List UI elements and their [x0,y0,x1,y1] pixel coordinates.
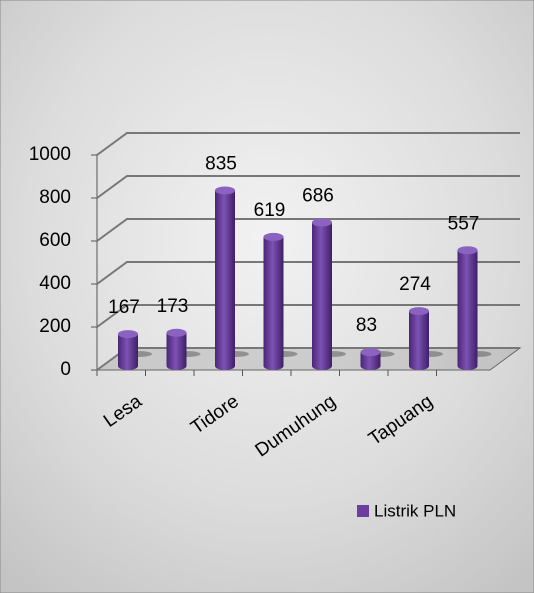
grid-line [96,261,520,285]
grid-line [96,304,520,328]
grid-line [96,132,520,156]
data-label: 557 [448,213,480,234]
bar-top [166,328,187,337]
bar [360,352,381,370]
bar-top [118,330,138,339]
y-tick-label: 1000 [29,144,71,165]
y-tick-label: 600 [39,230,71,251]
legend-label: Listrik PLN [374,501,456,520]
data-label: 173 [157,296,189,317]
bar-top [263,232,284,241]
bar [263,236,284,370]
bar [166,332,187,370]
bar-top [457,246,478,255]
bar-top [409,307,429,316]
grid-line [96,218,520,242]
data-label: 167 [108,297,140,318]
data-label: 83 [356,315,377,336]
legend-swatch [357,505,369,517]
data-label: 274 [399,274,431,295]
grid-line [96,175,520,199]
data-label: 686 [302,186,334,207]
bar-top [215,186,235,195]
y-tick-label: 0 [60,359,71,380]
data-label: 835 [205,153,237,174]
data-label: 619 [254,200,286,221]
y-tick-label: 200 [39,316,71,337]
bar [457,250,478,370]
bar-top [312,218,332,227]
y-tick-label: 400 [39,273,71,294]
bar-top [360,348,381,357]
bar [312,222,332,370]
bar [118,334,138,370]
bar [215,190,235,370]
bar [409,311,429,370]
y-tick-label: 800 [39,187,71,208]
floor [95,347,522,371]
